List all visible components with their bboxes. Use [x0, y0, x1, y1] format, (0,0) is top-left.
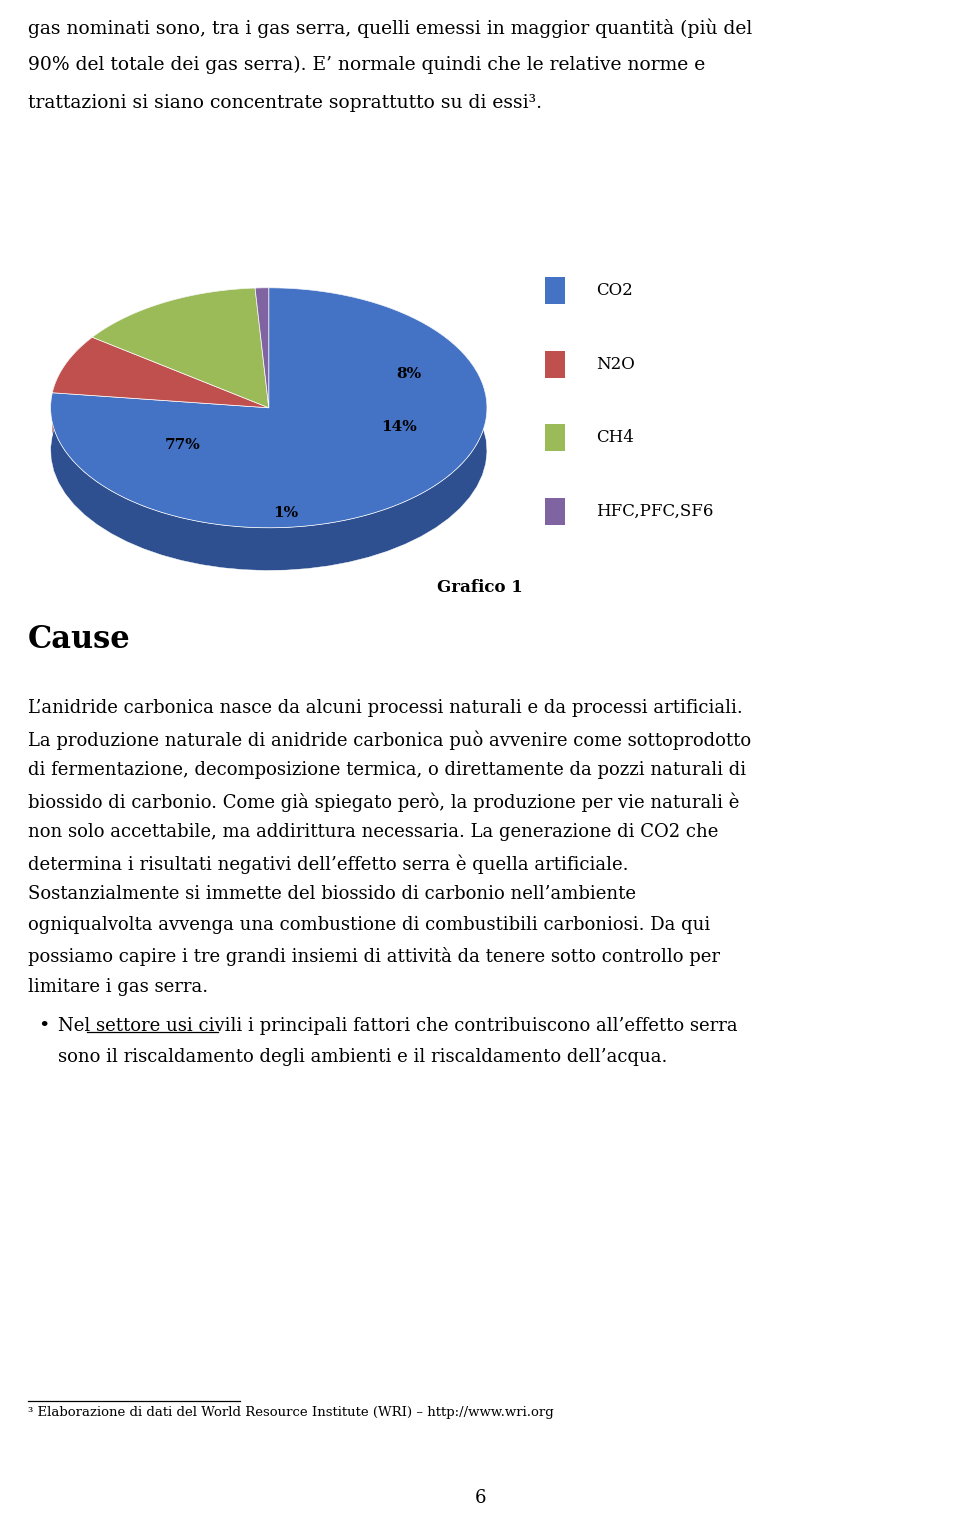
Text: 8%: 8% — [396, 366, 420, 381]
Text: Nel settore usi civili i principali fattori che contribuiscono all’effetto serra: Nel settore usi civili i principali fatt… — [58, 1018, 737, 1034]
Text: ³ Elaborazione di dati del World Resource Institute (WRI) – http://www.wri.org: ³ Elaborazione di dati del World Resourc… — [28, 1407, 554, 1419]
Text: CH4: CH4 — [596, 430, 634, 447]
Text: La produzione naturale di anidride carbonica può avvenire come sottoprodotto: La produzione naturale di anidride carbo… — [28, 731, 751, 749]
Text: gas nominati sono, tra i gas serra, quelli emessi in maggior quantità (più del: gas nominati sono, tra i gas serra, quel… — [28, 18, 753, 38]
Polygon shape — [255, 287, 269, 407]
Polygon shape — [92, 289, 269, 407]
Text: Grafico 1: Grafico 1 — [437, 579, 523, 595]
Text: non solo accettabile, ma addirittura necessaria. La generazione di CO2 che: non solo accettabile, ma addirittura nec… — [28, 823, 718, 842]
Bar — [545, 424, 565, 451]
Polygon shape — [51, 287, 487, 527]
Polygon shape — [51, 287, 487, 571]
Text: 77%: 77% — [165, 437, 201, 451]
Text: HFC,PFC,SF6: HFC,PFC,SF6 — [596, 503, 713, 519]
Polygon shape — [92, 289, 255, 380]
Text: 6: 6 — [474, 1489, 486, 1507]
Text: N2O: N2O — [596, 355, 635, 372]
Polygon shape — [52, 337, 269, 407]
Bar — [545, 498, 565, 524]
Text: limitare i gas serra.: limitare i gas serra. — [28, 978, 208, 996]
Text: 14%: 14% — [381, 421, 418, 434]
Text: CO2: CO2 — [596, 283, 633, 299]
Text: L’anidride carbonica nasce da alcuni processi naturali e da processi artificiali: L’anidride carbonica nasce da alcuni pro… — [28, 699, 743, 717]
Text: sono il riscaldamento degli ambienti e il riscaldamento dell’acqua.: sono il riscaldamento degli ambienti e i… — [58, 1048, 667, 1066]
Bar — [545, 278, 565, 304]
Text: possiamo capire i tre grandi insiemi di attività da tenere sotto controllo per: possiamo capire i tre grandi insiemi di … — [28, 946, 720, 966]
Text: 90% del totale dei gas serra). E’ normale quindi che le relative norme e: 90% del totale dei gas serra). E’ normal… — [28, 56, 706, 74]
Text: biossido di carbonio. Come già spiegato però, la produzione per vie naturali è: biossido di carbonio. Come già spiegato … — [28, 791, 739, 811]
Text: trattazioni si siano concentrate soprattutto su di essi³.: trattazioni si siano concentrate sopratt… — [28, 94, 542, 112]
Text: determina i risultati negativi dell’effetto serra è quella artificiale.: determina i risultati negativi dell’effe… — [28, 854, 629, 873]
Text: ogniqualvolta avvenga una combustione di combustibili carboniosi. Da qui: ogniqualvolta avvenga una combustione di… — [28, 916, 710, 934]
Bar — [545, 351, 565, 378]
Text: 1%: 1% — [273, 506, 298, 519]
Text: •: • — [38, 1018, 49, 1034]
Text: Cause: Cause — [28, 624, 131, 655]
Polygon shape — [255, 287, 269, 331]
Text: di fermentazione, decomposizione termica, o direttamente da pozzi naturali di: di fermentazione, decomposizione termica… — [28, 761, 746, 779]
Text: Sostanzialmente si immette del biossido di carbonio nell’ambiente: Sostanzialmente si immette del biossido … — [28, 886, 636, 902]
Polygon shape — [52, 337, 92, 436]
